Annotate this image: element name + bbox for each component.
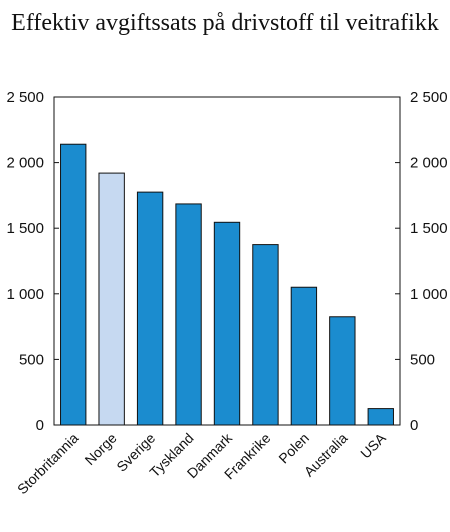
bar <box>329 316 356 426</box>
bar <box>367 408 394 426</box>
x-tick-label: Australia <box>301 430 351 480</box>
bar <box>175 203 202 426</box>
bar <box>213 221 241 426</box>
y-tick-label-right: 1 000 <box>410 286 448 303</box>
x-tick-label: USA <box>357 429 389 461</box>
plot-area: 0 0 500 500 1 000 1 000 1 500 1 500 2 000 2 000 2 … <box>6 89 447 497</box>
bar <box>252 244 279 426</box>
y-tick-label-left: 1 000 <box>6 286 44 303</box>
y-tick-label-left: 500 <box>19 351 44 368</box>
y-tick-label-right: 0 <box>410 417 418 434</box>
y-tick-label-left: 2 500 <box>6 89 44 106</box>
y-tick-label-right: 2 000 <box>410 155 448 172</box>
y-tick-label-left: 1 500 <box>6 220 44 237</box>
bar <box>290 286 318 426</box>
y-tick-label-right: 2 500 <box>410 89 448 106</box>
bar <box>136 191 164 426</box>
bar <box>98 172 125 426</box>
chart-title: Effektiv avgiftssats på drivstoff til ve… <box>11 10 439 36</box>
y-tick-label-left: 2 000 <box>6 155 44 172</box>
x-tick-label: Polen <box>275 430 312 467</box>
x-tick-label: Storbritannia <box>14 430 82 498</box>
bar <box>60 143 87 426</box>
y-tick-label-right: 1 500 <box>410 220 448 237</box>
y-tick-label-left: 0 <box>36 417 44 434</box>
y-tick-label-right: 500 <box>410 351 435 368</box>
